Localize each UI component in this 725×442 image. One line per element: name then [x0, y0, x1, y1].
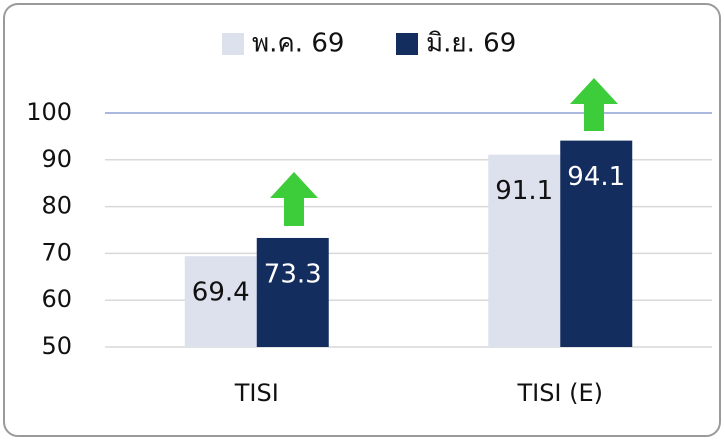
- x-tick-label: TISI (E): [516, 379, 603, 407]
- data-label: 69.4: [192, 278, 250, 308]
- data-label: 94.1: [567, 162, 625, 192]
- legend-label: พ.ค. 69: [252, 29, 344, 59]
- up-arrow: [270, 172, 318, 226]
- legend-swatch: [396, 33, 418, 55]
- data-label: 91.1: [495, 176, 553, 206]
- up-arrow: [570, 78, 618, 131]
- bar: [560, 140, 633, 347]
- legend-swatch: [222, 33, 244, 55]
- y-tick-label: 60: [41, 285, 72, 313]
- legend-label: มิ.ย. 69: [426, 29, 516, 59]
- data-label: 73.3: [264, 259, 322, 289]
- bar: [184, 256, 257, 347]
- y-tick-label: 70: [41, 238, 72, 266]
- bar: [256, 237, 329, 347]
- y-tick-label: 100: [26, 98, 72, 126]
- y-tick-label: 90: [41, 145, 72, 173]
- x-tick-label: TISI: [234, 379, 279, 407]
- y-tick-label: 50: [41, 332, 72, 360]
- bar: [488, 154, 561, 347]
- y-tick-label: 80: [41, 192, 72, 220]
